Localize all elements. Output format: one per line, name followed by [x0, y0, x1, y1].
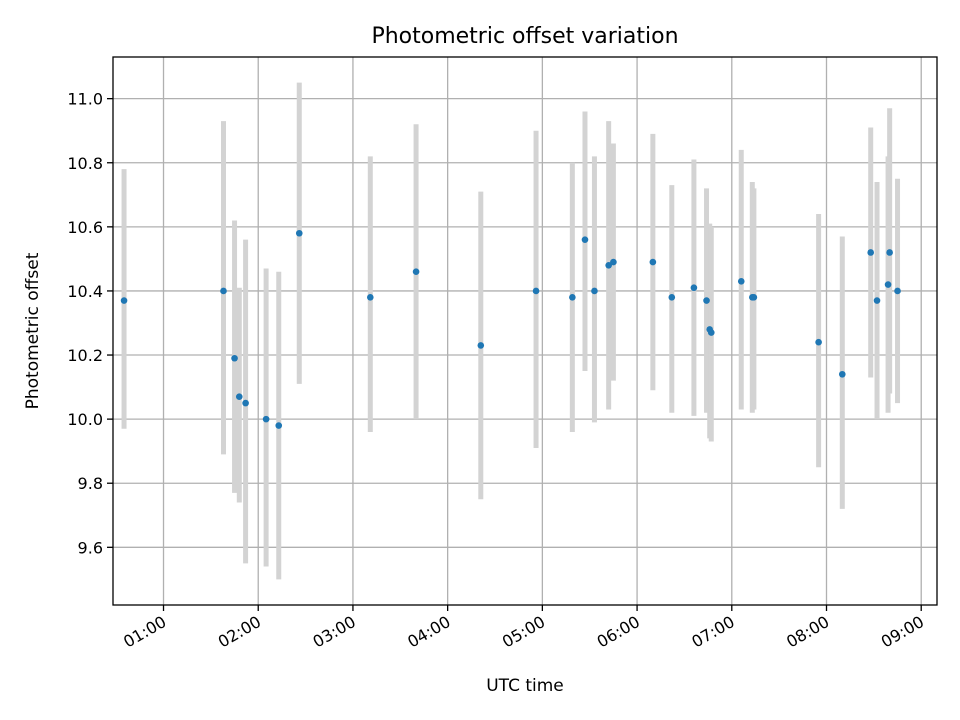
- data-point: [477, 342, 485, 349]
- data-point: [649, 258, 657, 266]
- data-point: [235, 393, 243, 400]
- y-axis-label: Photometric offset: [23, 252, 43, 409]
- data-point: [668, 294, 676, 301]
- y-axis-ticks: 9.6 9.8 10.0 10.2 10.4 10.6 10.8 11.0: [67, 90, 113, 557]
- data-point: [275, 422, 283, 429]
- y-tick-label: 10.6: [67, 218, 103, 237]
- data-point: [591, 287, 598, 295]
- data-point: [295, 229, 303, 237]
- data-point: [605, 262, 612, 269]
- y-tick-label: 10.4: [67, 282, 103, 301]
- data-point: [838, 370, 846, 378]
- data-point: [815, 338, 822, 346]
- y-tick-label: 9.8: [78, 474, 103, 493]
- data-point: [690, 284, 698, 292]
- data-point: [262, 415, 270, 423]
- y-tick-label: 10.0: [67, 410, 103, 429]
- data-point: [750, 294, 758, 301]
- y-tick-label: 10.2: [67, 346, 103, 365]
- data-point: [242, 399, 249, 407]
- y-tick-label: 9.6: [78, 538, 103, 557]
- data-point: [120, 297, 128, 304]
- data-point: [703, 297, 710, 304]
- data-point: [707, 329, 715, 336]
- data-point: [867, 249, 875, 256]
- y-tick-label: 10.8: [67, 154, 103, 173]
- grid: [113, 57, 937, 605]
- y-tick-label: 11.0: [67, 90, 103, 109]
- chart-title: Photometric offset variation: [371, 24, 678, 49]
- data-point: [220, 287, 227, 295]
- data-point: [412, 268, 420, 276]
- data-point: [873, 297, 881, 304]
- data-points: [120, 229, 901, 429]
- data-point: [894, 287, 901, 295]
- data-point: [886, 249, 893, 256]
- data-point: [581, 236, 589, 243]
- data-point: [884, 281, 892, 288]
- data-point: [737, 278, 745, 285]
- plot-frame: [112, 56, 938, 606]
- data-point: [610, 258, 617, 266]
- data-point: [231, 354, 238, 362]
- data-point: [569, 294, 576, 301]
- data-point: [532, 287, 540, 295]
- x-axis-label: UTC time: [486, 676, 564, 696]
- data-point: [367, 294, 374, 301]
